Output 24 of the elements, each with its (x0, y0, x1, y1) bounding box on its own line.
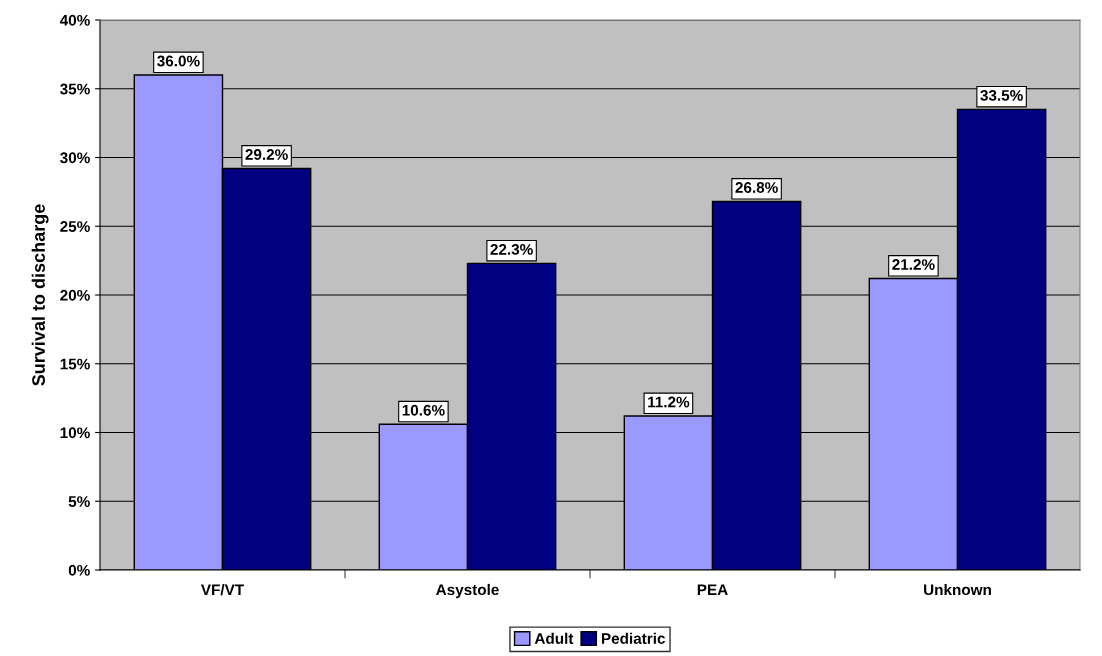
data-label: 22.3% (490, 243, 533, 255)
x-tick-label: Unknown (924, 583, 991, 596)
data-label: 33.5% (980, 89, 1023, 101)
y-tick-label: 5% (68, 496, 90, 507)
y-tick-label: 15% (60, 358, 90, 370)
data-label: 36.0% (157, 55, 200, 67)
y-tick-label: 35% (60, 83, 90, 95)
y-axis-title: Survival to discharge (31, 204, 49, 386)
data-label: 10.6% (402, 404, 445, 416)
data-label: 11.2% (648, 396, 690, 408)
x-tick-label: PEA (697, 584, 728, 595)
data-label: 26.8% (735, 182, 778, 193)
legend-label: Adult (534, 632, 574, 644)
x-tick-label: Asystole (436, 583, 499, 599)
data-label: 21.2% (892, 259, 935, 270)
legend-label: Pediatric (601, 632, 666, 644)
y-tick-label: 0% (68, 564, 90, 576)
data-label: 29.2% (245, 149, 288, 160)
y-tick-label: 20% (60, 289, 90, 301)
y-tick-label: 10% (60, 427, 90, 439)
y-tick-label: 40% (59, 14, 90, 26)
x-tick-label: VF/VT (200, 583, 244, 596)
y-tick-label: 25% (60, 221, 90, 232)
y-tick-label: 30% (60, 152, 90, 164)
